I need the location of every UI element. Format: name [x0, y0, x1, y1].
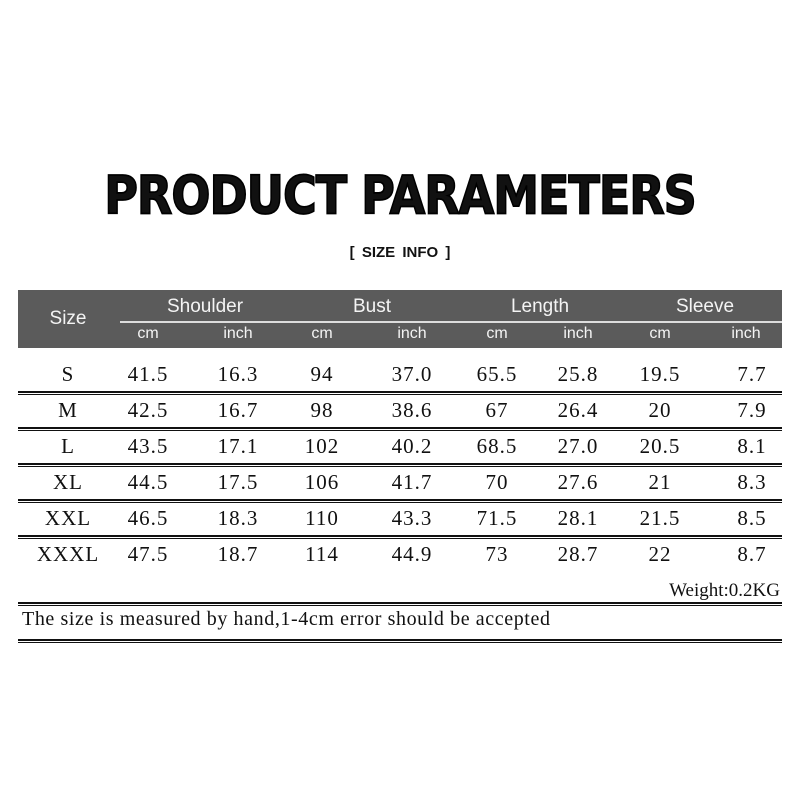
value-cell: 8.7	[737, 542, 767, 566]
value-cell: 28.7	[557, 542, 599, 566]
divider	[18, 602, 782, 606]
row-divider	[18, 427, 782, 431]
row-divider	[18, 463, 782, 467]
value-cell: 8.5	[737, 506, 767, 530]
value-cell: 44.5	[127, 470, 169, 494]
value-cell: 18.3	[217, 506, 259, 530]
size-cell: XXL	[44, 506, 92, 530]
table-row: M 42.5 16.7 98 38.6 67 26.4 20 7.9	[18, 394, 782, 430]
value-cell: 67	[485, 398, 509, 422]
value-cell: 18.7	[217, 542, 259, 566]
value-cell: 44.9	[391, 542, 433, 566]
group-header-bust: Bust	[352, 296, 392, 317]
value-cell: 16.3	[217, 362, 259, 386]
value-cell: 21	[648, 470, 672, 494]
size-header: Size	[49, 308, 87, 329]
value-cell: 94	[310, 362, 334, 386]
value-cell: 16.7	[217, 398, 259, 422]
value-cell: 70	[485, 470, 509, 494]
disclaimer-note: The size is measured by hand,1-4cm error…	[22, 608, 551, 630]
value-cell: 106	[304, 470, 340, 494]
size-cell: L	[61, 434, 75, 458]
value-cell: 20.5	[639, 434, 681, 458]
value-cell: 98	[310, 398, 334, 422]
value-cell: 42.5	[127, 398, 169, 422]
value-cell: 8.3	[737, 470, 767, 494]
subtitle: [ SIZE INFO ]	[349, 244, 451, 261]
size-cell: XL	[53, 470, 83, 494]
group-header-shoulder: Shoulder	[166, 296, 244, 317]
value-cell: 41.5	[127, 362, 169, 386]
table-row: L 43.5 17.1 102 40.2 68.5 27.0 20.5 8.1	[18, 430, 782, 466]
size-cell: XXXL	[36, 542, 100, 566]
unit-header: cm	[649, 325, 671, 342]
value-cell: 17.5	[217, 470, 259, 494]
table-header: Size Shoulder Bust Length Sleeve cm inch cm inc…	[18, 290, 782, 348]
weight-text: Weight:0.2KG	[669, 580, 780, 601]
value-cell: 7.7	[737, 362, 767, 386]
unit-header: inch	[563, 325, 593, 342]
unit-header: inch	[397, 325, 427, 342]
size-cell: M	[58, 398, 78, 422]
table-row: XXL 46.5 18.3 110 43.3 71.5 28.1 21.5 8.5	[18, 502, 782, 538]
value-cell: 20	[648, 398, 672, 422]
header-divider	[120, 321, 782, 323]
row-divider	[18, 499, 782, 503]
table-row: XXXL 47.5 18.7 114 44.9 73 28.7 22 8.7	[18, 538, 782, 574]
value-cell: 25.8	[557, 362, 599, 386]
unit-header: inch	[731, 325, 761, 342]
value-cell: 28.1	[557, 506, 599, 530]
divider	[18, 639, 782, 643]
unit-header: inch	[223, 325, 253, 342]
group-header-sleeve: Sleeve	[675, 296, 735, 317]
value-cell: 43.3	[391, 506, 433, 530]
value-cell: 73	[485, 542, 509, 566]
size-cell: S	[61, 362, 75, 386]
unit-header: cm	[486, 325, 508, 342]
value-cell: 7.9	[737, 398, 767, 422]
value-cell: 27.0	[557, 434, 599, 458]
unit-header: cm	[311, 325, 333, 342]
row-divider	[18, 391, 782, 395]
value-cell: 43.5	[127, 434, 169, 458]
value-cell: 65.5	[476, 362, 518, 386]
value-cell: 37.0	[391, 362, 433, 386]
value-cell: 21.5	[639, 506, 681, 530]
value-cell: 68.5	[476, 434, 518, 458]
value-cell: 46.5	[127, 506, 169, 530]
unit-header: cm	[137, 325, 159, 342]
value-cell: 19.5	[639, 362, 681, 386]
value-cell: 110	[305, 506, 339, 530]
value-cell: 114	[305, 542, 339, 566]
table-row: XL 44.5 17.5 106 41.7 70 27.6 21 8.3	[18, 466, 782, 502]
group-header-length: Length	[510, 296, 570, 317]
value-cell: 26.4	[557, 398, 599, 422]
value-cell: 47.5	[127, 542, 169, 566]
value-cell: 38.6	[391, 398, 433, 422]
value-cell: 17.1	[217, 434, 259, 458]
value-cell: 71.5	[476, 506, 518, 530]
value-cell: 22	[648, 542, 672, 566]
table-row: S 41.5 16.3 94 37.0 65.5 25.8 19.5 7.7	[18, 358, 782, 394]
value-cell: 8.1	[737, 434, 767, 458]
value-cell: 40.2	[391, 434, 433, 458]
value-cell: 102	[304, 434, 340, 458]
value-cell: 41.7	[391, 470, 433, 494]
value-cell: 27.6	[557, 470, 599, 494]
row-divider	[18, 535, 782, 539]
page-title: PRODUCT PARAMETERS	[103, 163, 697, 227]
